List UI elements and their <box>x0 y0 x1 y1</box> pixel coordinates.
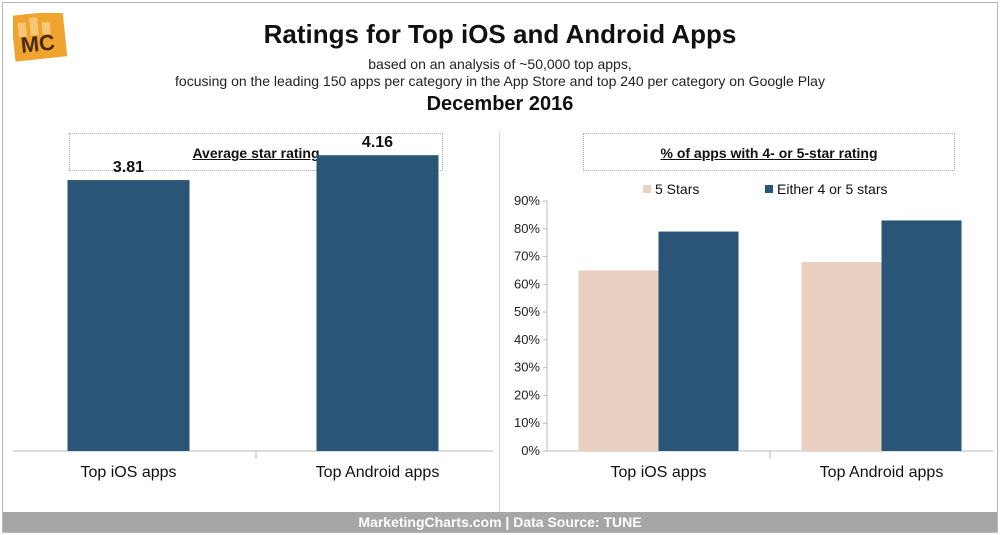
legend-swatch-5-stars <box>643 185 651 193</box>
y-tick-label-90: 90% <box>514 193 540 208</box>
logo-text: MC <box>19 29 56 57</box>
chart-title: Ratings for Top iOS and Android Apps <box>263 19 737 49</box>
x-tick-label-top-ios-apps: Top iOS apps <box>610 464 706 481</box>
y-tick-label-40: 40% <box>514 332 540 347</box>
chart-subtitle-line-2: focusing on the leading 150 apps per cat… <box>175 73 825 89</box>
y-tick-label-30: 30% <box>514 360 540 375</box>
data-label-top-ios-apps: 3.81 <box>113 159 144 176</box>
y-tick-label-10: 10% <box>514 415 540 430</box>
legend-label-5-stars: 5 Stars <box>655 181 699 197</box>
four-five-star-chart: 0% 10% 20% 30% 40% 50% 60% 70% 80% 90% Top iOS app… <box>514 181 993 481</box>
bar-either-4-or-5-stars-top-ios-apps <box>658 231 739 451</box>
average-rating-chart: 3.81 Top iOS apps 4.16 Top Android apps <box>13 134 493 481</box>
legend-swatch-either-4-or-5-stars <box>765 185 773 193</box>
y-tick-label-60: 60% <box>514 276 540 291</box>
data-label-top-android-apps: 4.16 <box>362 134 393 151</box>
footer-source: MarketingCharts.com | Data Source: TUNE <box>3 512 997 532</box>
legend-label-either-4-or-5-stars: Either 4 or 5 stars <box>777 181 888 197</box>
bar-top-android-apps <box>316 155 439 451</box>
y-tick-label-0: 0% <box>521 443 540 458</box>
panel-divider <box>499 133 500 518</box>
bar-5-stars-top-android-apps <box>801 262 882 451</box>
y-tick-label-50: 50% <box>514 304 540 319</box>
y-tick-label-70: 70% <box>514 249 540 264</box>
y-tick-label-20: 20% <box>514 387 540 402</box>
x-tick-label-top-ios-apps: Top iOS apps <box>80 464 176 481</box>
left-panel-title: Average star rating <box>69 133 443 171</box>
x-tick-label-top-android-apps: Top Android apps <box>820 464 944 481</box>
x-tick-label-top-android-apps: Top Android apps <box>316 464 440 481</box>
right-panel-title: % of apps with 4- or 5-star rating <box>583 133 955 171</box>
bar-top-ios-apps <box>67 180 190 452</box>
chart-subtitle-line-1: based on an analysis of ~50,000 top apps… <box>368 56 632 72</box>
chart-date: December 2016 <box>426 93 574 115</box>
y-tick-label-80: 80% <box>514 221 540 236</box>
bar-either-4-or-5-stars-top-android-apps <box>881 220 962 451</box>
bar-5-stars-top-ios-apps <box>578 270 659 451</box>
marketingcharts-logo: MC <box>13 13 68 62</box>
